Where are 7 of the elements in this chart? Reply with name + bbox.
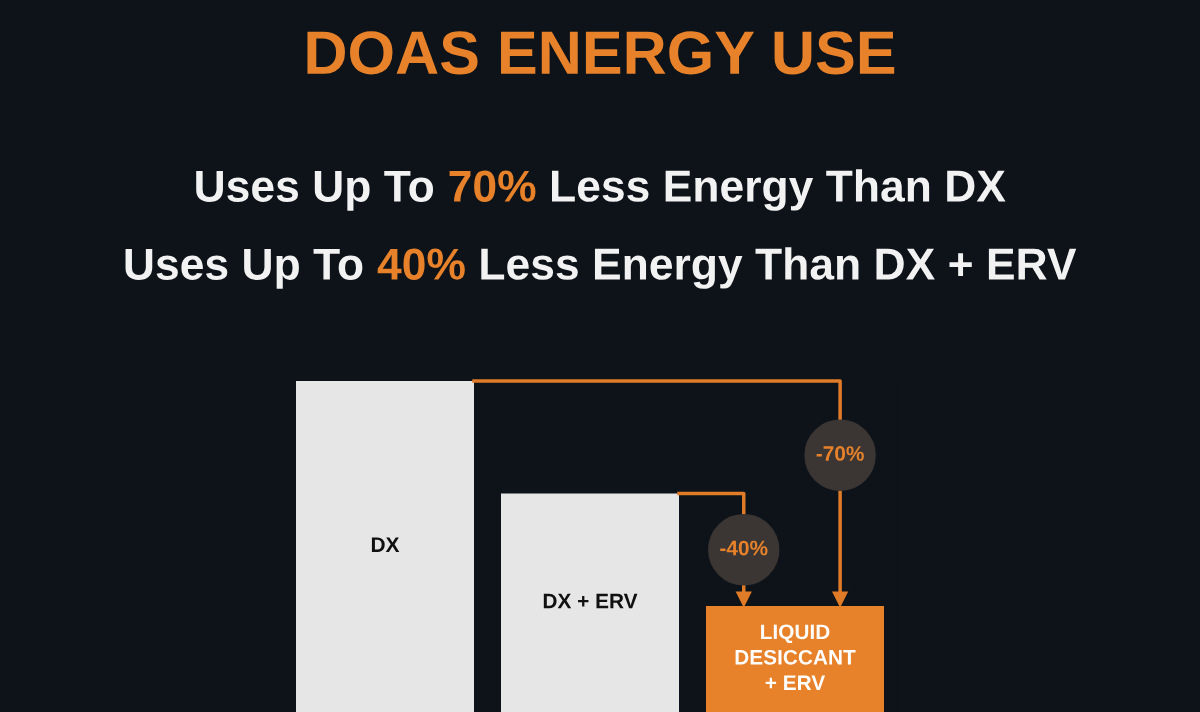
x-tick-label: LIQUID DESICCANT + ERV	[735, 624, 856, 690]
x-tick-label: DX	[371, 537, 400, 552]
annotation: -40%	[720, 540, 768, 556]
x-tick-label: DX + ERV	[543, 593, 638, 609]
annotation: -70%	[816, 446, 864, 461]
text: Uses Up To 70% Less Energy Than DX Uses Up To 40% Less Energy Than DX + ERV	[125, 169, 1077, 289]
chart-title: DOAS ENERGY USE	[307, 31, 895, 75]
